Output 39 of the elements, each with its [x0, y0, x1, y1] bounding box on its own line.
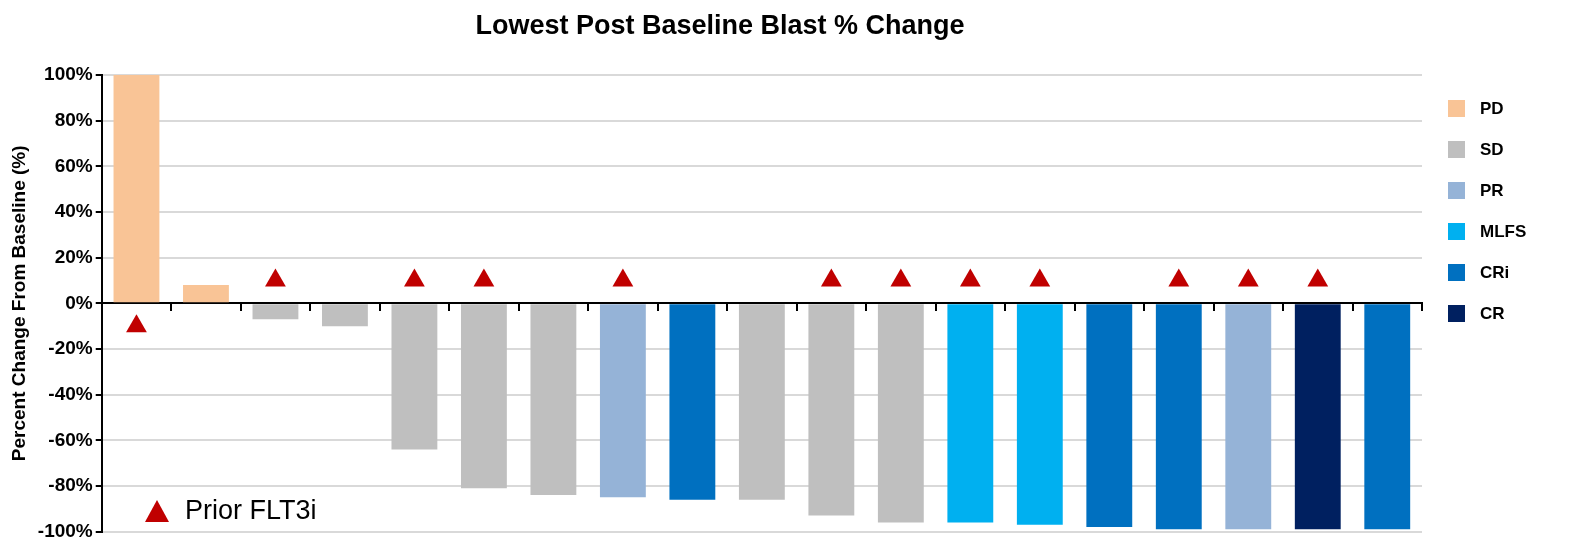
bar [947, 304, 994, 523]
legend-label: PD [1480, 98, 1504, 119]
bar [808, 304, 855, 516]
y-tick-label: -60% [48, 428, 93, 450]
bar [1155, 304, 1202, 530]
bar [1016, 304, 1063, 525]
y-tick-label: 0% [65, 291, 93, 313]
bar [252, 304, 299, 320]
y-tick-label: 60% [54, 154, 93, 176]
bar [460, 304, 507, 489]
y-tick-label: -100% [37, 519, 93, 541]
bar [1225, 304, 1272, 530]
bar [669, 304, 716, 500]
y-tick-label: 80% [54, 108, 93, 130]
bar [183, 285, 229, 303]
bar [113, 75, 160, 303]
legend-label: MLFS [1480, 221, 1527, 242]
bar [391, 304, 438, 450]
y-tick-label: -40% [48, 382, 93, 404]
chart-title: Lowest Post Baseline Blast % Change [474, 10, 966, 41]
legend-label: CR [1480, 303, 1505, 324]
y-tick-label: 20% [54, 245, 93, 267]
bar [1086, 304, 1133, 528]
y-tick-label: -80% [48, 474, 93, 496]
bar [738, 304, 785, 500]
legend-label: PR [1480, 180, 1504, 201]
y-tick-label: 100% [44, 63, 93, 85]
bar [530, 304, 577, 496]
bar [599, 304, 646, 498]
bar [877, 304, 924, 523]
bar [1364, 304, 1411, 530]
bar [322, 304, 368, 327]
legend-label: SD [1480, 139, 1504, 160]
y-tick-label: 40% [54, 200, 93, 222]
legend-label: Prior FLT3i [185, 495, 317, 526]
y-axis-title: Percent Change From Baseline (%) [7, 145, 29, 462]
y-tick-label: -20% [48, 337, 93, 359]
bar [1294, 304, 1341, 530]
legend-label: CRi [1480, 262, 1510, 283]
